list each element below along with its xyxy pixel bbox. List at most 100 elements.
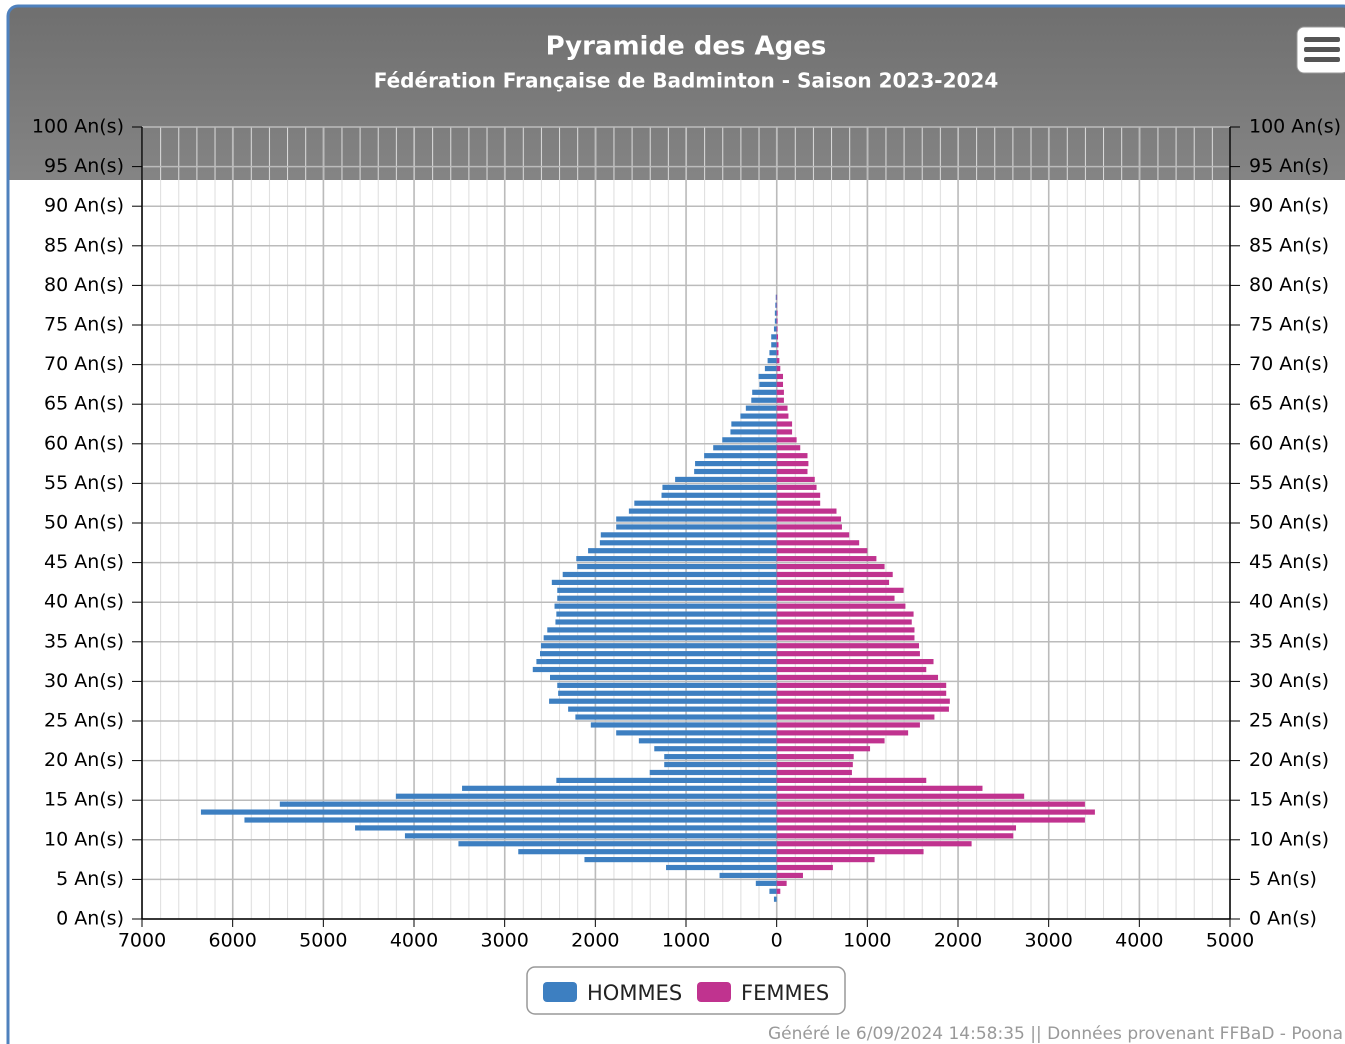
bar <box>616 730 777 736</box>
bar <box>776 571 893 578</box>
y-tick-label: 90 An(s) <box>44 195 124 217</box>
bar <box>776 492 821 498</box>
y-tick-label: 10 An(s) <box>44 828 124 850</box>
bar <box>557 595 777 601</box>
y2-tick-label: 60 An(s) <box>1249 432 1329 454</box>
y2-tick-label: 35 An(s) <box>1249 630 1329 652</box>
bar <box>776 532 850 538</box>
menu-button[interactable] <box>1296 26 1345 74</box>
bar <box>551 579 777 585</box>
bar <box>776 674 939 681</box>
bar <box>556 611 777 617</box>
bar <box>355 825 777 831</box>
bar <box>776 524 842 530</box>
y2-tick-label: 70 An(s) <box>1249 353 1329 375</box>
bar <box>244 817 777 823</box>
bar <box>774 310 777 316</box>
x-tick-label: 2000 <box>934 930 982 952</box>
y2-tick-label: 5 An(s) <box>1249 868 1317 890</box>
bar <box>764 365 777 372</box>
bar <box>776 888 781 894</box>
bar <box>279 801 777 807</box>
bar <box>758 373 777 380</box>
bar <box>774 318 777 324</box>
bar <box>776 849 924 855</box>
bar <box>776 540 860 546</box>
x-tick-label: 6000 <box>208 930 256 952</box>
x-tick-label: 4000 <box>1115 930 1163 952</box>
x-tick-label: 3000 <box>1024 930 1072 952</box>
bar <box>775 294 777 300</box>
bar <box>776 556 877 562</box>
bar <box>740 413 777 419</box>
bar <box>599 540 777 546</box>
bar <box>776 769 852 776</box>
bar <box>575 714 777 720</box>
bar <box>616 524 777 530</box>
bar <box>776 793 1025 799</box>
bar <box>666 864 777 871</box>
bar <box>776 841 972 847</box>
y-tick-label: 95 An(s) <box>44 155 124 177</box>
y-tick-label: 45 An(s) <box>44 551 124 573</box>
y2-tick-label: 15 An(s) <box>1249 789 1329 811</box>
y2-tick-label: 40 An(s) <box>1249 591 1329 613</box>
bar <box>776 785 983 791</box>
bar <box>628 508 777 514</box>
y2-tick-label: 20 An(s) <box>1249 749 1329 771</box>
bar <box>616 516 777 522</box>
bar <box>547 627 777 633</box>
bar <box>776 857 875 863</box>
y2-tick-label: 80 An(s) <box>1249 274 1329 296</box>
bar <box>776 714 935 720</box>
bar <box>661 492 777 498</box>
bar <box>776 777 927 783</box>
y2-tick-label: 25 An(s) <box>1249 710 1329 732</box>
bar <box>776 389 784 395</box>
bar <box>776 548 868 554</box>
bar <box>776 730 909 736</box>
bar <box>536 659 777 665</box>
bar <box>776 682 947 688</box>
bar <box>776 738 885 744</box>
bar <box>745 405 777 411</box>
bar <box>776 381 784 387</box>
bar <box>776 508 837 514</box>
y-tick-label: 50 An(s) <box>44 512 124 534</box>
bar <box>776 334 779 340</box>
x-tick-label: 3000 <box>480 930 528 952</box>
y-tick-label: 35 An(s) <box>44 630 124 652</box>
bar <box>776 872 803 879</box>
y2-tick-label: 50 An(s) <box>1249 512 1329 534</box>
bar <box>776 373 784 380</box>
bar <box>752 389 777 395</box>
bar <box>776 350 779 356</box>
bar <box>776 746 871 752</box>
bar <box>776 476 815 483</box>
bar <box>776 358 780 364</box>
x-tick-label: 5000 <box>299 930 347 952</box>
bar <box>719 872 777 879</box>
bar <box>695 461 777 467</box>
bar <box>769 888 777 894</box>
y-tick-label: 85 An(s) <box>44 234 124 256</box>
y-tick-label: 5 An(s) <box>56 868 124 890</box>
bar <box>776 461 809 467</box>
y2-tick-label: 85 An(s) <box>1249 234 1329 256</box>
chart-title: Pyramide des Ages <box>546 32 827 62</box>
x-tick-label: 5000 <box>1206 930 1254 952</box>
bar <box>776 421 793 427</box>
bar <box>664 754 777 760</box>
legend-swatch <box>543 982 577 1002</box>
bar <box>776 437 797 443</box>
bar <box>776 722 920 728</box>
bar <box>404 833 777 839</box>
bar <box>776 500 821 506</box>
bar <box>776 405 788 411</box>
bar <box>776 706 949 712</box>
bar <box>577 563 777 570</box>
bar <box>554 603 777 609</box>
y-tick-label: 100 An(s) <box>32 116 124 138</box>
menu-bar <box>1304 47 1340 52</box>
bar <box>776 690 947 696</box>
